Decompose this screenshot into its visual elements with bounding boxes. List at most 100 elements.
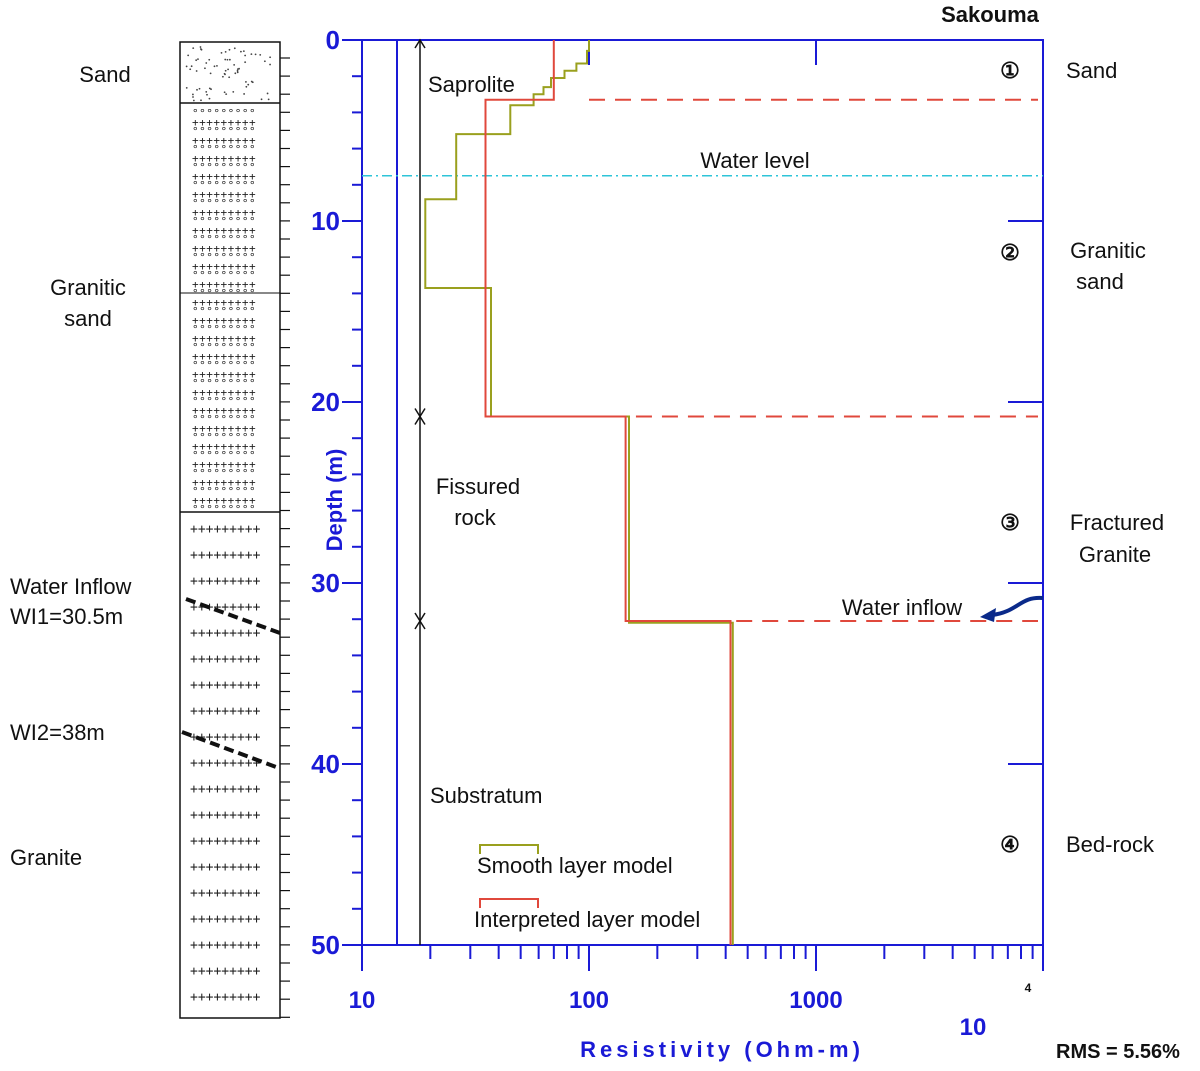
granitic-sand-pattern: +++++++++ [192,332,256,345]
fracture-wi1 [185,597,281,635]
granitic-sand-pattern: °°°°°°°°° [192,377,256,390]
lith-label-water-inflow: Water Inflow [10,574,132,599]
lith-label-sand: Sand [79,62,130,87]
granitic-sand-pattern: +++++++++ [192,242,256,255]
granitic-sand-pattern: °°°°°°°°° [192,503,256,516]
granite-pattern: +++++++++ [190,912,261,927]
sand-dot [200,99,202,102]
granite-pattern: +++++++++ [190,964,261,979]
granitic-sand-pattern: °°°°°°°°° [192,215,256,228]
sand-dot [245,85,248,88]
granitic-sand-pattern: +++++++++ [192,404,256,417]
zone-arrow-head [414,612,426,623]
sand-dot [234,72,237,75]
lith-label-sand2: sand [64,306,112,331]
layer-number: ② [1000,240,1020,265]
sand-dot [197,58,199,60]
layer-name-sand2: sand [1076,269,1124,294]
series-line-smooth [424,40,734,945]
granitic-sand-pattern: °°°°°°°°° [192,431,256,444]
sand-dot [228,76,231,79]
sand-dot [238,67,240,70]
sand-dot [269,63,271,66]
sand-dot [199,46,202,48]
sand-dot [205,62,208,64]
granitic-sand-pattern: +++++++++ [192,260,256,273]
sand-dot [206,93,208,96]
sand-dot [269,56,272,59]
sand-dot [208,58,211,61]
granitic-sand-pattern: +++++++++ [192,368,256,381]
legend-swatch [479,844,539,854]
sand-dot [247,83,250,86]
rms-label: RMS = 5.56% [1056,1041,1180,1063]
sand-dot [233,47,236,50]
granitic-sand-pattern: +++++++++ [192,296,256,309]
layer-name-bedrock: Bed-rock [1066,832,1155,857]
legend-label: Smooth layer model [477,853,673,878]
granitic-sand-pattern: °°°°°°°°° [192,395,256,408]
water-inflow-arrowhead [980,608,996,622]
granite-pattern: +++++++++ [190,678,261,693]
x-tick-exponent: 4 [1025,981,1032,995]
y-tick-label: 30 [311,568,340,598]
sand-dot [220,51,223,54]
granite-pattern: +++++++++ [190,704,261,719]
sand-dot [204,67,206,70]
lith-label-granite: Granite [10,845,82,870]
sand-dot [208,87,211,90]
lith-label-granitic: Granitic [50,275,126,300]
sand-dot [225,93,228,96]
water-level-label: Water level [700,148,809,173]
granitic-sand-pattern: °°°°°°°°° [192,323,256,336]
sand-dot [185,86,188,89]
granitic-sand-pattern: °°°°°°°°° [192,251,256,264]
granite-pattern: +++++++++ [190,574,261,589]
granitic-sand-pattern: °°°°°°°°° [192,449,256,462]
sand-dot [226,58,229,61]
layer-name-granite: Granite [1079,542,1151,567]
layer-number: ① [1000,58,1020,83]
y-axis-label: Depth (m) [322,449,347,552]
sand-dot [244,61,247,64]
zone-arrow-head [414,38,426,49]
sand-dot [216,65,218,67]
granite-pattern: +++++++++ [190,782,261,797]
granitic-sand-pattern: +++++++++ [192,386,256,399]
granitic-sand-pattern: °°°°°°°°° [192,197,256,210]
granitic-sand-pattern: +++++++++ [192,440,256,453]
sand-dot [221,75,224,78]
granite-pattern: +++++++++ [190,860,261,875]
granitic-sand-pattern: +++++++++ [192,350,256,363]
granite-pattern: +++++++++ [190,808,261,823]
water-inflow-arrow [991,595,1044,617]
plot-frame [361,39,1044,946]
granitic-sand-pattern: +++++++++ [192,278,256,291]
granitic-sand-pattern: °°°°°°°°° [192,269,256,282]
granite-pattern: +++++++++ [190,626,261,641]
sand-dot [223,72,226,75]
sand-dot [236,69,239,72]
sand-dot [208,97,211,100]
sand-dot [223,91,226,94]
zone-label-fissured: Fissured [436,474,520,499]
granitic-sand-pattern: +++++++++ [192,224,256,237]
granite-pattern: +++++++++ [190,990,261,1005]
granitic-sand-pattern: °°°°°°°°° [192,179,256,192]
granitic-sand-pattern: °°°°°°°°° [192,467,256,480]
y-tick-label: 10 [311,206,340,236]
sand-dot [240,50,242,53]
sand-dot [263,60,266,63]
zone-arrow-head [414,408,426,418]
legend-swatch [479,898,539,908]
sand-dot [224,69,227,72]
granitic-sand-pattern: °°°°°°°°° [192,233,256,246]
sand-dot [187,54,190,57]
granite-pattern: +++++++++ [190,548,261,563]
sand-dot [260,98,263,101]
granitic-sand-pattern: °°°°°°°°° [192,125,256,138]
granitic-sand-pattern: +++++++++ [192,152,256,165]
granite-pattern: +++++++++ [190,652,261,667]
sand-dot [244,54,247,57]
